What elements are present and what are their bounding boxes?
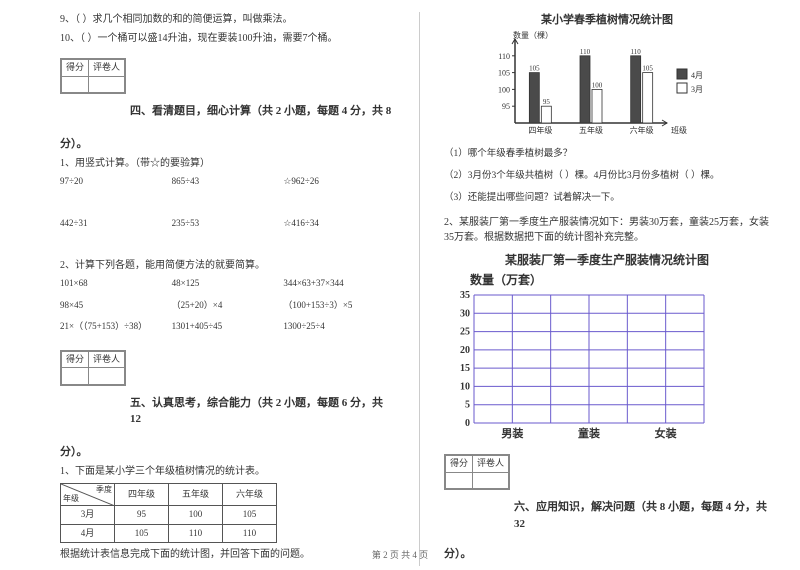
chart2-ylabel: 数量（万套） (470, 271, 770, 289)
chart1-sub3: （3）还能提出哪些问题？试着解决一下。 (444, 191, 770, 205)
svg-text:110: 110 (498, 51, 510, 60)
chart1-sub2: （2）3月份3个年级共植树（ ）棵。4月份比3月份多植树（ ）棵。 (444, 169, 770, 183)
s4-q1-row2: 442÷31235÷53☆416÷34 (60, 217, 395, 231)
s4-q2-row3: 21×（（75+153）÷38）1301+405÷451300÷25÷4 (60, 320, 395, 334)
svg-text:25: 25 (460, 327, 470, 338)
svg-text:男装: 男装 (501, 426, 523, 440)
svg-text:10: 10 (460, 382, 470, 393)
question-10: 10、（ ）一个桶可以盛14升油，现在要装100升油，需要7个桶。 (60, 31, 395, 46)
score-box-6: 得分评卷人 (444, 454, 510, 490)
s5-q1: 1、下面是某小学三个年级植树情况的统计表。 (60, 464, 395, 479)
svg-text:95: 95 (502, 102, 510, 111)
s4-q1: 1、用竖式计算。（带☆的要验算） (60, 156, 395, 171)
svg-text:童装: 童装 (578, 426, 600, 440)
svg-text:30: 30 (460, 309, 470, 320)
svg-text:110: 110 (580, 47, 591, 55)
svg-text:105: 105 (642, 64, 653, 72)
fen-5: 分）。 (60, 446, 88, 458)
planting-table: 季度 年级 四年级 五年级 六年级 3月 95 100 105 4月 105 1… (60, 483, 277, 543)
svg-text:0: 0 (465, 418, 470, 429)
chart1-sub1: （1）哪个年级春季植树最多？ (444, 147, 770, 161)
section-5-title: 五、认真思考，综合能力（共 2 小题，每题 6 分，共 12 (130, 397, 383, 426)
column-divider (419, 12, 420, 566)
section-6-title: 六、应用知识，解决问题（共 8 小题，每题 4 分，共 32 (514, 501, 767, 530)
s4-q2-row2: 98×45（25+20）×4（100+153÷3）×5 (60, 299, 395, 313)
s4-q2-row1: 101×6848×125344×63+37×344 (60, 277, 395, 291)
svg-text:4月: 4月 (691, 71, 703, 80)
svg-text:女装: 女装 (655, 426, 677, 440)
bar-chart-1: 95 100 105 110 数量（棵） 105 95 四年级 110 100 五年级 110 105 六… (487, 31, 727, 141)
svg-text:15: 15 (460, 363, 470, 374)
svg-text:数量（棵）: 数量（棵） (513, 31, 553, 40)
chart2-title: 某服装厂第一季度生产服装情况统计图 (444, 251, 770, 269)
s4-q2: 2、计算下列各题，能用简便方法的就要简算。 (60, 258, 395, 273)
section-4-title: 四、看清题目，细心计算（共 2 小题，每题 4 分，共 8 (130, 105, 391, 117)
svg-text:35: 35 (460, 291, 470, 301)
svg-text:5: 5 (465, 400, 470, 411)
svg-text:五年级: 五年级 (579, 125, 603, 135)
s5-q2: 2、某服装厂第一季度生产服装情况如下：男装30万套，童装25万套，女装35万套。… (444, 215, 770, 245)
question-9: 9、（ ）求几个相同加数的和的简便运算，叫做乘法。 (60, 12, 395, 27)
svg-text:100: 100 (498, 85, 510, 94)
svg-text:105: 105 (529, 64, 540, 72)
fen-4: 分）。 (60, 138, 88, 150)
score-box-5: 得分评卷人 (60, 350, 126, 386)
svg-text:110: 110 (631, 47, 642, 55)
bar-chart-2: 0 5 10 15 20 25 30 35 男装 童装 女装 (444, 291, 770, 446)
table-row: 3月 95 100 105 (61, 506, 277, 525)
s4-q1-row1: 97÷20865÷43☆962÷26 (60, 175, 395, 189)
score-box-4: 得分评卷人 (60, 58, 126, 94)
svg-text:100: 100 (592, 81, 603, 89)
svg-text:班级: 班级 (671, 125, 687, 135)
svg-text:六年级: 六年级 (630, 125, 654, 135)
page-footer: 第 2 页 共 4 页 (0, 548, 800, 561)
svg-text:20: 20 (460, 345, 470, 356)
table-row: 4月 105 110 110 (61, 524, 277, 543)
svg-text:105: 105 (498, 68, 510, 77)
svg-text:95: 95 (543, 98, 551, 106)
chart1-title: 某小学春季植树情况统计图 (444, 12, 770, 29)
svg-text:3月: 3月 (691, 85, 703, 94)
svg-text:四年级: 四年级 (528, 125, 552, 135)
